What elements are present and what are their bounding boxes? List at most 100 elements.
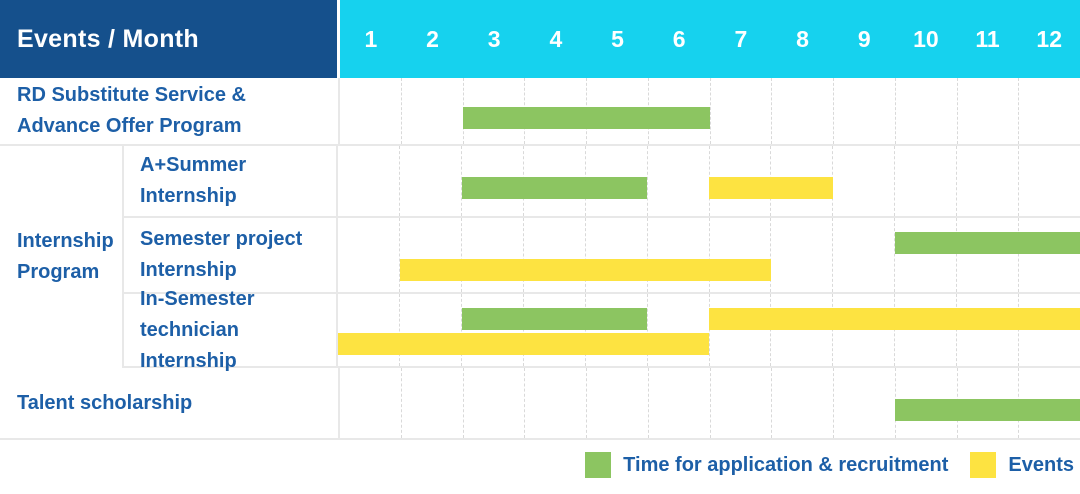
green-swatch-icon [585, 452, 612, 478]
month-column [957, 146, 1020, 216]
month-column [524, 294, 586, 366]
month-column [649, 78, 711, 144]
row-label-cell: Talent scholarship [0, 368, 340, 438]
month-label: 3 [487, 25, 501, 52]
month-column [338, 146, 400, 216]
month-column [1019, 146, 1080, 216]
month-column [957, 218, 1020, 292]
month-label: 8 [796, 25, 809, 52]
months-header: 1 2 3 4 5 6 7 8 9 10 11 12 [340, 0, 1080, 78]
group-subrows: A+Summer Internship Semester project Intern… [124, 146, 1080, 372]
month-column [834, 368, 896, 438]
chart-row-cell [338, 218, 1080, 292]
month-column [1019, 218, 1080, 292]
month-column [587, 368, 649, 438]
row-label-cell: Semester project Internship [124, 218, 338, 292]
month-column [338, 218, 400, 292]
month-column [711, 368, 773, 438]
legend: Time for application & recruitment Event… [585, 452, 1074, 478]
row-label-line: In-Semester [140, 287, 255, 310]
row-label-line: A+Summer [140, 154, 247, 176]
month-column [833, 294, 896, 366]
month-column [462, 218, 524, 292]
events-bar [709, 308, 1080, 330]
month-column [402, 78, 464, 144]
month-column [648, 294, 710, 366]
month-label: 2 [426, 25, 439, 52]
month-column [649, 368, 711, 438]
yellow-swatch-icon [970, 452, 997, 478]
month-column [896, 78, 958, 144]
month-column [524, 218, 586, 292]
row-label-line: Internship [140, 259, 237, 281]
group-row: Internship Program A+Summer Internship Semes… [0, 146, 1080, 372]
events-month-header-cell: Events / Month [0, 0, 340, 78]
row-label-line: Semester project [140, 228, 303, 250]
table-row: Talent scholarship [0, 368, 1080, 440]
month-column [895, 294, 958, 366]
month-column [340, 368, 402, 438]
row-label-line: Talent scholarship [17, 391, 193, 414]
month-label: 6 [672, 25, 686, 52]
month-label: 7 [734, 25, 748, 52]
month-column [834, 78, 896, 144]
row-label-line: technician Internship [140, 318, 239, 372]
chart-row-cell [338, 146, 1080, 216]
chart-row-cell [338, 294, 1080, 366]
month-label: 12 [1036, 25, 1063, 52]
application-recruitment-bar [463, 107, 710, 129]
month-label: 9 [857, 25, 871, 52]
month-label: 11 [975, 25, 1000, 52]
month-column [957, 294, 1020, 366]
chart-row-cell [340, 78, 1080, 144]
month-label: 1 [364, 25, 378, 52]
month-column [771, 294, 834, 366]
row-label-cell: A+Summer Internship [124, 146, 338, 216]
table-header-row: Events / Month 1 2 3 4 5 6 7 8 9 10 11 12 [0, 0, 1080, 78]
table-row: A+Summer Internship [124, 146, 1080, 218]
table-body: RD Substitute Service & Advance Offer Pro… [0, 78, 1080, 440]
month-column [771, 218, 834, 292]
month-label: 5 [611, 25, 624, 52]
month-column [462, 294, 524, 366]
table-row: In-Semester technician Internship [124, 288, 1080, 372]
table-row: Semester project Internship [124, 218, 1080, 294]
month-column [1019, 294, 1080, 366]
month-column [710, 218, 772, 292]
row-label-line: Internship [140, 185, 237, 207]
month-column [711, 78, 773, 144]
month-label: 10 [913, 25, 939, 52]
events-bar [399, 259, 771, 281]
row-label-line: RD Substitute Service & [17, 84, 246, 106]
month-column [895, 146, 958, 216]
application-recruitment-bar [461, 177, 648, 199]
legend-item-application: Time for application & recruitment [585, 452, 948, 478]
events-bar [709, 177, 833, 199]
legend-label-application: Time for application & recruitment [623, 453, 949, 476]
month-column [648, 146, 710, 216]
table-row: RD Substitute Service & Advance Offer Pro… [0, 78, 1080, 146]
legend-label-events: Events [1008, 453, 1074, 476]
month-column [771, 146, 834, 216]
month-column [402, 368, 464, 438]
application-recruitment-bar [895, 399, 1080, 421]
month-column [772, 78, 834, 144]
application-recruitment-bar [894, 232, 1080, 254]
month-column [340, 78, 402, 144]
month-column [586, 218, 648, 292]
row-label-line: Program [17, 261, 100, 283]
events-bar [338, 333, 709, 355]
row-label-cell: RD Substitute Service & Advance Offer Pro… [0, 78, 340, 144]
month-column [338, 294, 400, 366]
month-column [464, 368, 526, 438]
month-column [895, 218, 958, 292]
row-label-line: Internship [17, 230, 114, 252]
row-label-cell: In-Semester technician Internship [124, 288, 338, 372]
month-column [833, 146, 896, 216]
month-column [1019, 78, 1080, 144]
legend-item-events: Events [970, 452, 1074, 478]
month-column [833, 218, 896, 292]
chart-row-cell [340, 368, 1080, 438]
table-title: Events / Month [17, 24, 199, 53]
